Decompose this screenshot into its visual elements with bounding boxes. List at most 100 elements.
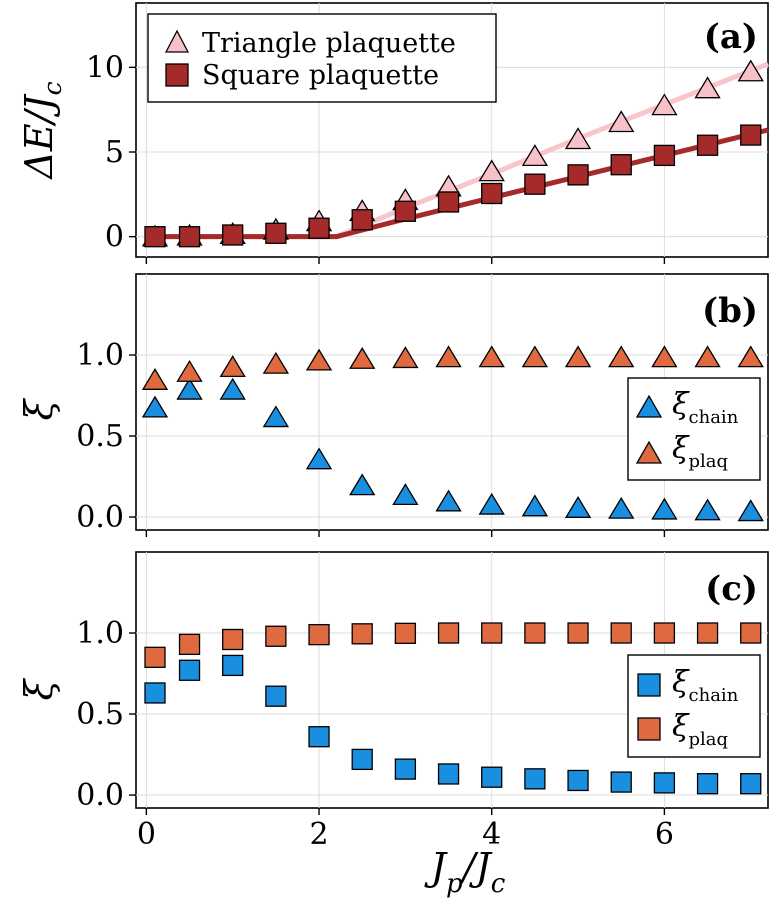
data-point-triangle — [392, 483, 419, 506]
data-point-triangle — [435, 345, 462, 368]
panel-c-markers — [144, 622, 762, 795]
data-point-triangle — [176, 359, 203, 382]
data-point-square — [610, 771, 632, 793]
data-point-square — [696, 134, 719, 156]
data-point-square — [437, 763, 460, 785]
data-point-triangle — [694, 76, 721, 99]
data-point-triangle — [651, 345, 678, 368]
data-point-square — [222, 224, 244, 246]
data-point-triangle — [435, 489, 462, 512]
data-point-square — [653, 772, 676, 794]
legend-c-plaq-marker — [637, 717, 661, 741]
data-point-square — [740, 622, 762, 644]
data-point-square — [567, 164, 589, 186]
panel-b-label: (b) — [702, 291, 758, 331]
y-tick-label: 0.0 — [76, 500, 124, 535]
data-point-square — [740, 124, 762, 146]
y-tick-label: 0.5 — [76, 697, 124, 732]
data-point-square — [178, 659, 201, 681]
legend-a-triangle-label: Triangle plaquette — [202, 28, 456, 59]
legend-c-chain-sub: chain — [689, 685, 739, 706]
data-point-triangle — [141, 368, 169, 390]
legend-b-chain-marker — [635, 394, 663, 418]
data-point-square — [394, 758, 417, 780]
panel-c-yticks: 0.0 0.5 1.0 — [76, 616, 124, 813]
ylabel-a-rest: /J — [17, 94, 61, 128]
data-point-triangle — [608, 110, 635, 133]
panel-c-label: (c) — [705, 569, 758, 609]
x-tick-label: 4 — [482, 817, 501, 852]
legend-c-plaq-xi: ξ — [672, 709, 690, 744]
y-tick-label: 1.0 — [76, 616, 124, 651]
data-point-triangle — [219, 377, 246, 400]
data-point-triangle — [737, 59, 764, 82]
data-point-triangle — [694, 345, 721, 368]
data-point-square — [351, 623, 373, 645]
data-point-triangle — [305, 447, 333, 470]
panel-c-xticks: 0 2 4 6 — [137, 817, 674, 852]
data-point-triangle — [349, 473, 376, 496]
data-point-square — [610, 154, 632, 176]
panel-b-legend: ξchain ξplaq — [627, 377, 761, 481]
legend-c-plaq-sub: plaq — [689, 729, 729, 750]
y-tick-label: 10 — [86, 50, 124, 85]
panel-a-legend: Triangle plaquette Square plaquette — [147, 13, 497, 103]
legend-a-square-label: Square plaquette — [202, 60, 439, 91]
data-point-square — [178, 633, 201, 656]
data-point-square — [222, 628, 244, 651]
panel-a-ylabel: ΔE/Jc — [17, 81, 67, 180]
legend-a-triangle-marker — [164, 29, 190, 53]
legend-a-box — [147, 13, 497, 103]
data-point-triangle — [651, 93, 678, 116]
data-point-triangle — [608, 496, 635, 519]
data-point-triangle — [564, 496, 592, 518]
data-point-square — [567, 622, 589, 644]
data-point-square — [178, 226, 201, 248]
xlabel-J: J — [424, 845, 448, 889]
data-point-square — [567, 769, 589, 792]
data-point-square — [481, 766, 503, 788]
data-point-square — [144, 682, 166, 704]
data-point-triangle — [564, 345, 592, 368]
panel-a-yticks: 0 5 10 — [86, 50, 124, 254]
data-point-triangle — [176, 377, 203, 400]
data-point-triangle — [651, 497, 678, 520]
data-point-square — [653, 622, 676, 644]
y-tick-label: 1.0 — [76, 338, 124, 373]
y-tick-label: 5 — [105, 135, 124, 170]
data-point-square — [524, 173, 546, 195]
ylabel-b: ξ — [17, 397, 61, 420]
data-point-triangle — [478, 492, 505, 515]
xlabel-rest: /J — [459, 845, 493, 889]
data-point-triangle — [478, 345, 505, 368]
data-point-square — [653, 144, 676, 167]
data-point-square — [481, 182, 503, 205]
legend-c-chain-label: ξchain — [672, 665, 739, 706]
data-point-square — [524, 768, 546, 790]
legend-c-plaq-label: ξplaq — [672, 709, 728, 750]
legend-b-plaq-label: ξplaq — [672, 431, 728, 472]
data-point-square — [437, 191, 460, 213]
ylabel-a-sub: c — [38, 81, 67, 95]
x-tick-label: 6 — [655, 817, 674, 852]
legend-b-chain-xi: ξ — [672, 387, 690, 422]
x-tick-label: 2 — [309, 817, 328, 852]
data-point-triangle — [737, 499, 764, 522]
data-point-square — [144, 226, 166, 248]
data-point-square — [308, 623, 330, 646]
data-point-square — [740, 773, 762, 795]
data-point-square — [394, 622, 417, 644]
data-point-triangle — [392, 346, 419, 369]
panel-b-markers — [141, 345, 764, 522]
data-point-square — [265, 685, 287, 707]
panel-a: 0 5 10 (a) Triangle plaquette Square plaqu… — [17, 2, 769, 264]
legend-a-square-marker — [165, 63, 189, 87]
data-point-square — [351, 209, 373, 231]
ylabel-c: ξ — [17, 677, 61, 700]
y-tick-label: 0.0 — [76, 778, 124, 813]
data-point-triangle — [694, 498, 721, 521]
y-tick-label: 0.5 — [76, 419, 124, 454]
legend-b-chain-label: ξchain — [672, 387, 739, 428]
data-point-triangle — [521, 345, 549, 368]
